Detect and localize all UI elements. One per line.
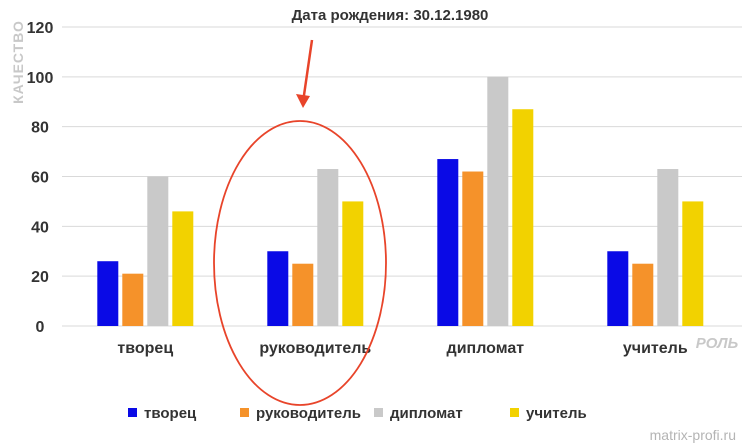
bar-1-3 [437,159,459,326]
y-axis-label: КАЧЕСТВО [10,20,26,104]
bar-4-4 [682,201,704,326]
y-tick-label: 80 [31,120,49,137]
annotation-arrow [301,39,314,103]
legend-swatch [240,408,249,417]
bar-4-3 [512,109,534,326]
legend-swatch [510,408,519,417]
legend-swatch [374,408,383,417]
bar-2-2 [292,263,314,326]
legend-swatch [128,408,137,417]
bar-2-1 [122,273,144,326]
x-category-label: руководитель [259,340,371,357]
x-category-label: учитель [623,340,688,357]
bars [97,76,704,326]
bar-3-4 [657,169,679,326]
x-axis-label: РОЛЬ [696,335,739,352]
bar-3-1 [147,176,169,326]
legend: творец руководитель дипломат учитель [128,405,587,422]
bar-2-3 [462,171,484,326]
y-tick-label: 0 [36,319,45,336]
bar-1-2 [267,251,289,326]
y-tick-label: 120 [27,20,54,37]
bar-3-3 [487,76,509,326]
x-axis-categories: творец руководитель дипломат учитель [117,340,687,357]
x-category-label: дипломат [447,340,525,357]
bar-3-2 [317,169,339,326]
y-tick-label: 60 [31,170,49,187]
bar-1-1 [97,261,119,326]
y-axis-ticks: 0 20 40 60 80 100 120 [27,20,54,336]
bar-1-4 [607,251,629,326]
bar-4-2 [342,201,364,326]
y-tick-label: 100 [27,70,54,87]
bar-4-1 [172,211,194,326]
legend-label: учитель [526,405,587,422]
annotation-ellipse [213,120,387,406]
watermark: matrix-profi.ru [650,427,736,443]
y-tick-label: 20 [31,269,49,286]
x-category-label: творец [117,340,173,357]
chart-title: Дата рождения: 30.12.1980 [292,7,489,24]
legend-label: руководитель [256,405,361,422]
bar-2-4 [632,263,654,326]
legend-label: творец [144,405,197,422]
legend-label: дипломат [390,405,463,422]
annotation-arrowhead [296,94,310,108]
annotation [213,39,387,406]
y-tick-label: 40 [31,219,49,236]
